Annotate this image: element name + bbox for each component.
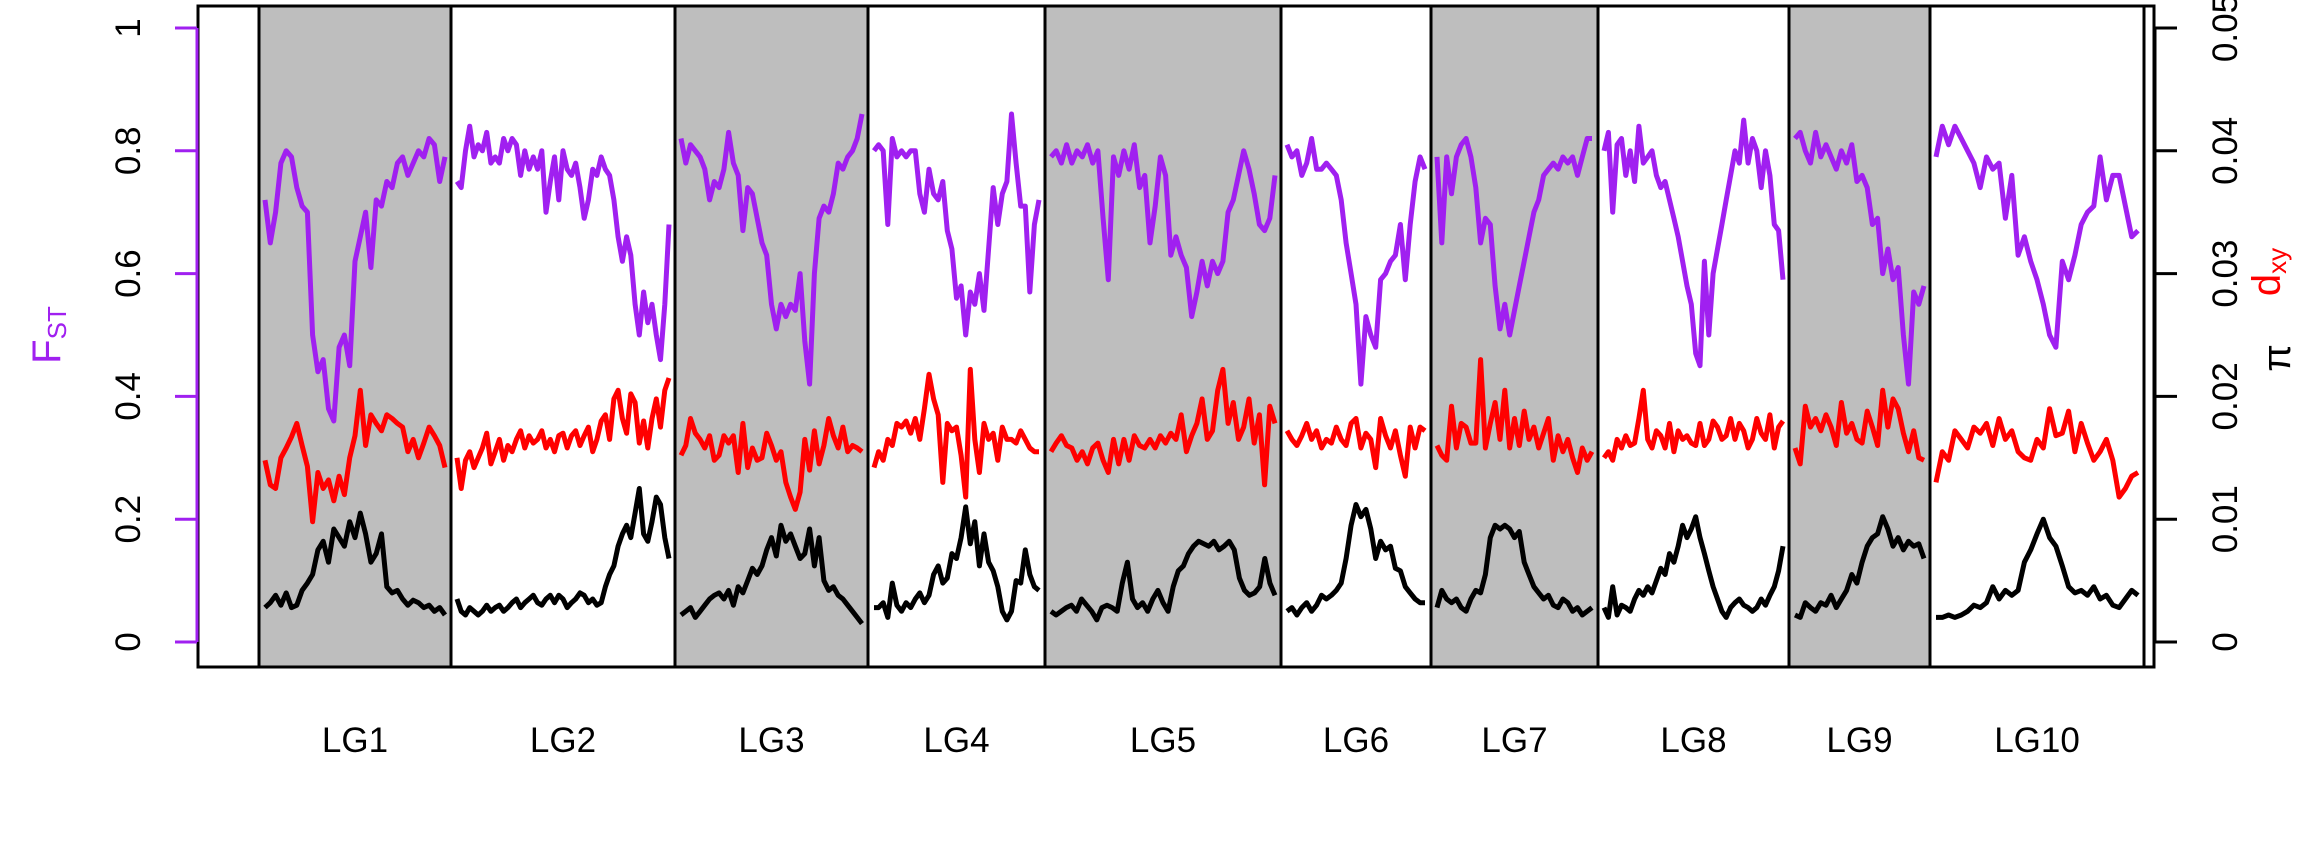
- dxy-line-lg9: [1792, 387, 1926, 467]
- right-y-axis-dxy-pi: 0 0.01 0.02 0.03 0.04 0.05: [2153, 0, 2245, 652]
- dxy-line-lg1: [262, 387, 448, 525]
- fst-line-lg10: [1933, 123, 2140, 350]
- group-band-lg2: [451, 6, 675, 667]
- fst-line-lg2: [454, 123, 672, 363]
- x-label-lg6: LG6: [1323, 721, 1389, 760]
- right-axis-title-dxy-sub: xy: [2262, 248, 2292, 274]
- dxy-line-lg2: [454, 377, 672, 491]
- linkage-group-shading: [259, 6, 2144, 667]
- x-label-lg9: LG9: [1826, 721, 1892, 760]
- dxy-line-lg8: [1601, 387, 1786, 463]
- x-label-lg3: LG3: [738, 721, 804, 760]
- dxy-line-lg7: [1434, 357, 1595, 475]
- right-axis-title-dxy-main: d: [2245, 274, 2289, 296]
- linkage-group-dividers: [257, 6, 2146, 667]
- left-tick-label: 0.4: [109, 372, 148, 421]
- left-tick-label: 0.8: [109, 126, 148, 175]
- group-band-lg5: [1045, 6, 1281, 667]
- pi-line-lg5: [1049, 538, 1278, 623]
- data-series: [262, 111, 2140, 626]
- dxy-line-lg4: [871, 366, 1039, 500]
- fst-line-lg5: [1049, 142, 1278, 320]
- dxy-line-lg6: [1284, 416, 1427, 479]
- pi-line-lg3: [679, 522, 864, 626]
- x-label-lg4: LG4: [923, 721, 989, 760]
- x-label-lg1: LG1: [322, 721, 388, 760]
- right-tick-label: 0: [2206, 632, 2245, 651]
- x-label-lg10: LG10: [1994, 721, 2080, 760]
- dxy-line-lg3: [678, 416, 864, 512]
- group-band-lg3: [675, 6, 868, 667]
- left-y-axis-fst: 0 0.2 0.4 0.6 0.8 1: [109, 18, 199, 652]
- right-axis-title-dxy: dxy: [2245, 248, 2292, 296]
- pi-line-lg8: [1601, 514, 1786, 620]
- pi-line-lg9: [1793, 514, 1927, 620]
- right-tick-label: 0.03: [2206, 240, 2245, 308]
- left-tick-label: 0.2: [109, 495, 148, 544]
- dxy-line-lg10: [1933, 406, 2140, 500]
- right-tick-label: 0.05: [2206, 0, 2245, 62]
- x-label-lg7: LG7: [1481, 721, 1547, 760]
- right-tick-label: 0.02: [2206, 362, 2245, 430]
- left-axis-title-sub: ST: [42, 306, 72, 339]
- left-axis-title: FST: [25, 306, 72, 364]
- pi-line-lg1: [263, 510, 448, 617]
- x-label-lg5: LG5: [1130, 721, 1196, 760]
- fst-line-lg3: [678, 113, 865, 387]
- group-band-lg1: [259, 6, 451, 667]
- left-tick-label: 0: [109, 632, 148, 651]
- pi-line-lg6: [1285, 502, 1425, 618]
- group-band-lg9: [1789, 6, 1930, 667]
- fst-line-lg6: [1284, 136, 1428, 387]
- fst-line-lg8: [1601, 117, 1786, 369]
- fst-line-lg4: [872, 111, 1042, 338]
- left-tick-label: 1: [109, 18, 148, 37]
- right-tick-label: 0.04: [2206, 117, 2245, 185]
- x-axis-group-labels: LG1 LG2 LG3 LG4 LG5 LG6 LG7 LG8 LG9 LG10: [322, 721, 2080, 760]
- x-label-lg8: LG8: [1660, 721, 1726, 760]
- left-axis-title-main: F: [25, 339, 69, 363]
- right-tick-label: 0.01: [2206, 485, 2245, 553]
- pi-line-lg7: [1434, 522, 1594, 618]
- group-band-lg10: [1930, 6, 2144, 667]
- right-axis-title-pi: π: [2255, 344, 2299, 372]
- group-band-lg4: [868, 6, 1045, 667]
- pi-line-lg4: [874, 504, 1041, 623]
- pi-line-lg10: [1936, 516, 2140, 620]
- x-label-lg2: LG2: [530, 721, 596, 760]
- dxy-line-lg5: [1048, 366, 1278, 488]
- fst-line-lg1: [262, 136, 448, 424]
- left-tick-label: 0.6: [109, 249, 148, 298]
- fst-line-lg9: [1793, 129, 1927, 387]
- fst-line-lg7: [1434, 136, 1592, 338]
- group-band-lg7: [1431, 6, 1598, 667]
- pi-line-lg2: [454, 486, 672, 618]
